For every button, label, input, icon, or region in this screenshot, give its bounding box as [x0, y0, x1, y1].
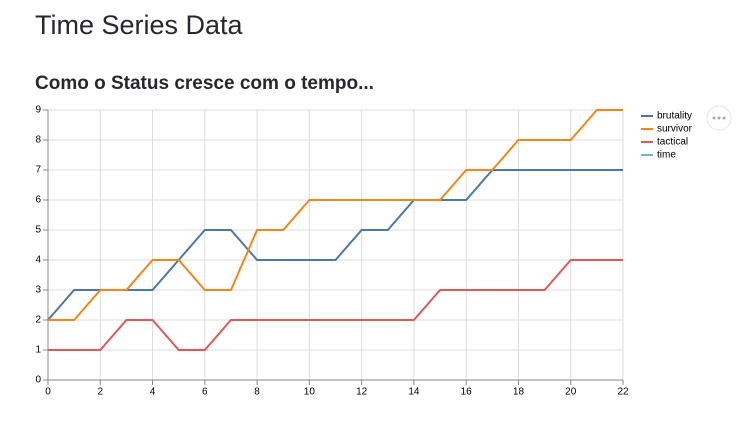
x-tick-label: 18 — [513, 387, 525, 398]
x-tick-label: 0 — [45, 387, 51, 398]
y-tick-label: 1 — [35, 345, 41, 356]
y-tick-label: 3 — [35, 285, 41, 296]
menu-button[interactable] — [706, 105, 732, 131]
x-tick-label: 12 — [356, 387, 368, 398]
series-line — [47, 169, 623, 321]
menu-dot — [722, 116, 726, 120]
series-line — [48, 259, 623, 351]
y-tick-label: 6 — [35, 195, 41, 206]
y-tick-label: 8 — [35, 135, 41, 146]
y-tick-label: 9 — [35, 105, 41, 116]
x-tick-label: 10 — [304, 387, 316, 398]
legend-label: tactical — [657, 137, 688, 148]
y-tick-label: 7 — [35, 165, 41, 176]
series-line — [48, 109, 623, 321]
y-tick-label: 0 — [35, 375, 41, 386]
x-tick-label: 8 — [254, 387, 260, 398]
y-tick-label: 2 — [35, 315, 41, 326]
legend-label: time — [657, 150, 676, 161]
x-tick-label: 16 — [461, 387, 473, 398]
legend-label: survivor — [657, 124, 693, 135]
x-tick-label: 20 — [565, 387, 577, 398]
chart-subtitle: Como o Status cresce com o tempo... — [35, 73, 374, 94]
y-tick-label: 5 — [35, 225, 41, 236]
x-tick-label: 6 — [202, 387, 208, 398]
y-tick-label: 4 — [35, 255, 41, 266]
menu-dot — [712, 116, 716, 120]
legend-label: brutality — [657, 111, 692, 122]
page-title: Time Series Data — [35, 10, 244, 40]
x-tick-label: 14 — [408, 387, 420, 398]
menu-dot — [717, 116, 721, 120]
x-tick-label: 22 — [617, 387, 629, 398]
x-tick-label: 4 — [150, 387, 156, 398]
x-tick-label: 2 — [97, 387, 103, 398]
